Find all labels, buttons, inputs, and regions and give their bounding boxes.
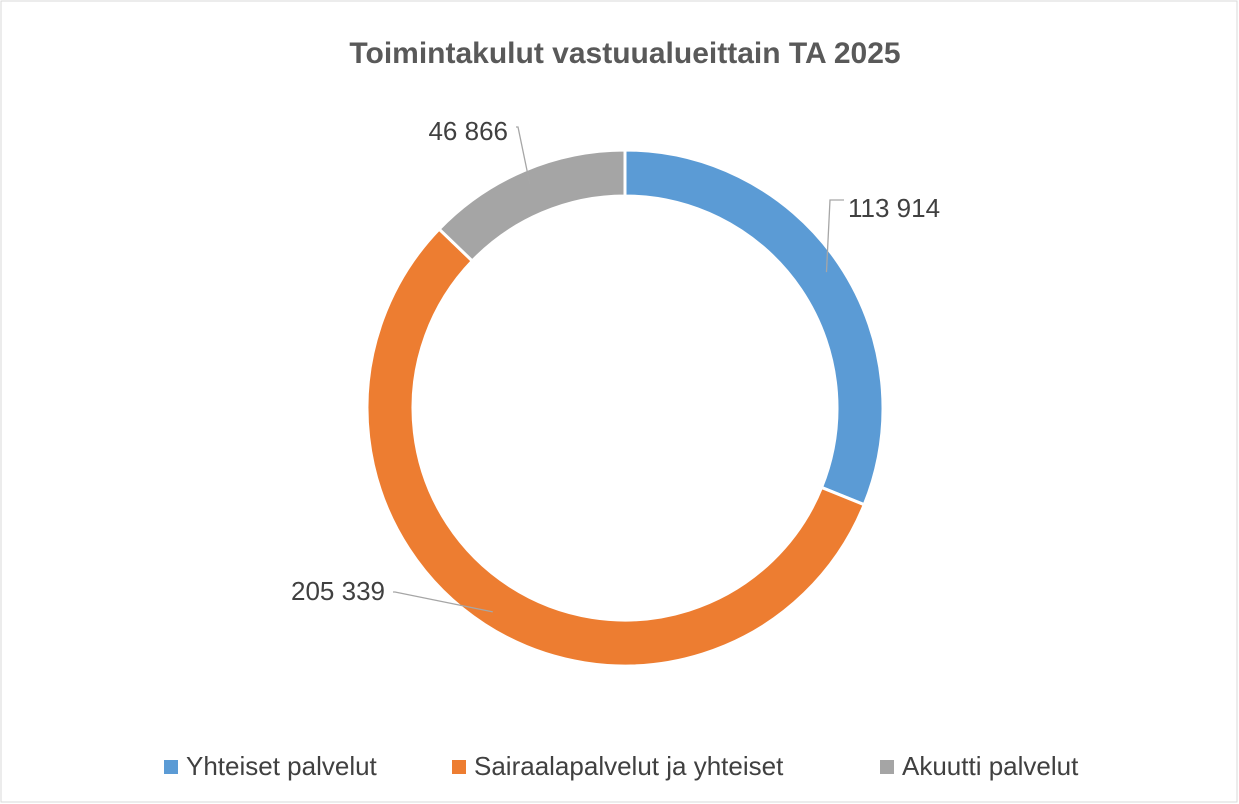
donut-slice [437,148,627,264]
data-label: 46 866 [428,116,508,146]
donut-slice [365,226,867,668]
leader-line [393,591,493,613]
data-label: 113 914 [848,193,940,223]
chart-title: Toimintakulut vastuualueittain TA 2025 [349,37,900,70]
legend-swatch [452,760,466,774]
legend-label: Yhteiset palvelut [186,751,378,781]
legend-swatch [880,760,894,774]
leader-line [825,199,844,273]
legend-label: Sairaalapalvelut ja yhteiset [474,751,784,781]
legend-swatch [164,760,178,774]
legend-label: Akuutti palvelut [902,751,1079,781]
leader-line [516,126,531,185]
data-label: 205 339 [291,576,385,606]
